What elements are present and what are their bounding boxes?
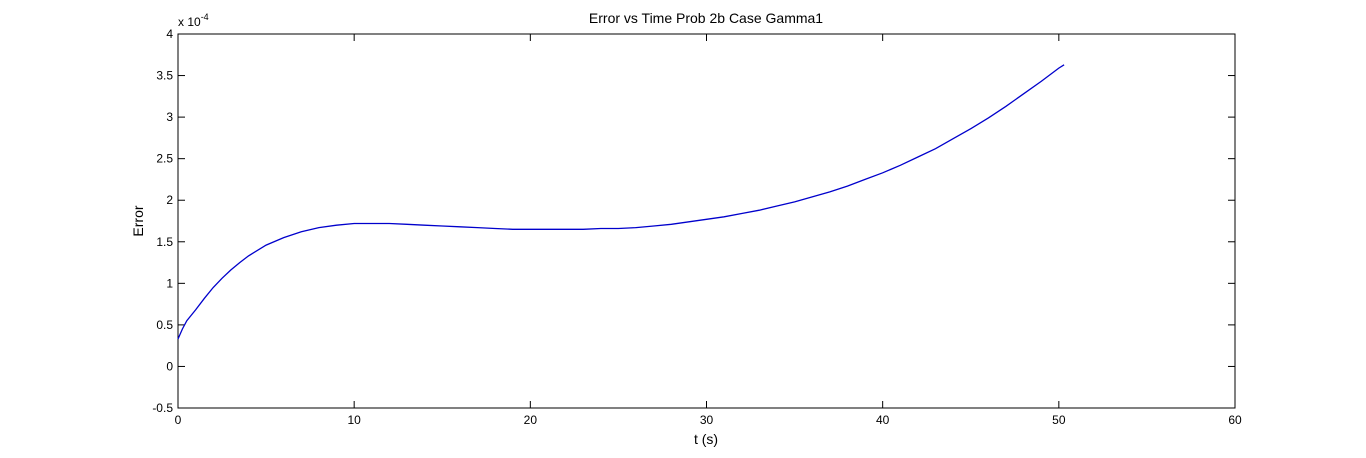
plot-area bbox=[177, 33, 1236, 409]
y-scale-exponent: -4 bbox=[201, 12, 209, 22]
y-tick-label: 0.5 bbox=[156, 318, 173, 332]
axis-ticks bbox=[177, 33, 1236, 409]
y-tick-label: 0 bbox=[166, 359, 173, 373]
x-axis-label: t (s) bbox=[694, 431, 718, 447]
y-tick-label: 2 bbox=[166, 193, 173, 207]
y-tick-label: 4 bbox=[166, 27, 173, 41]
axis-tick-labels: 0 10 20 30 40 50 60-0.500.511.522.533.54 bbox=[152, 27, 1242, 427]
y-tick-label: 1 bbox=[166, 276, 173, 290]
error-series-line bbox=[177, 64, 1065, 340]
x-tick-label: 20 bbox=[524, 413, 538, 427]
x-tick-label: 0 bbox=[175, 413, 182, 427]
x-tick-label: 10 bbox=[347, 413, 361, 427]
y-tick-label: 2.5 bbox=[156, 152, 173, 166]
y-scale-base: x 10 bbox=[178, 15, 201, 29]
y-scale-factor: x 10-4 bbox=[178, 12, 209, 29]
x-tick-label: 60 bbox=[1228, 413, 1242, 427]
x-tick-label: 50 bbox=[1052, 413, 1066, 427]
y-tick-label: -0.5 bbox=[152, 401, 173, 415]
chart-title: Error vs Time Prob 2b Case Gamma1 bbox=[589, 10, 823, 26]
y-axis-label: Error bbox=[130, 205, 146, 236]
x-tick-label: 40 bbox=[876, 413, 890, 427]
y-tick-label: 3 bbox=[166, 110, 173, 124]
y-tick-label: 3.5 bbox=[156, 69, 173, 83]
x-tick-label: 30 bbox=[700, 413, 714, 427]
y-tick-label: 1.5 bbox=[156, 235, 173, 249]
